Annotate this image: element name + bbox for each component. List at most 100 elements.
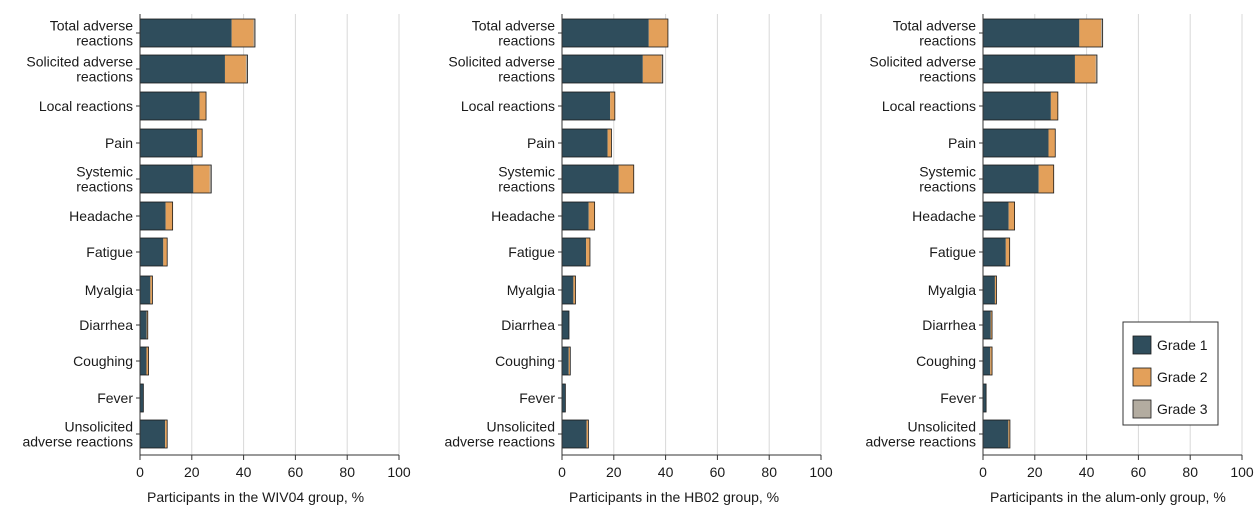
bar-segment-grade-1 (562, 92, 611, 120)
x-axis-title: Participants in the alum-only group, % (990, 489, 1226, 505)
bar-segment-grade-1 (562, 276, 574, 304)
bar-segment-grade-2 (994, 276, 997, 304)
bar-segment-grade-3 (661, 55, 663, 83)
bar-segment-grade-1 (140, 19, 232, 47)
bar-segment-grade-2 (196, 129, 203, 157)
category-label: Fatigue (86, 244, 133, 260)
category-label: Unsolicited adverse reactions (444, 419, 555, 450)
category-label: Pain (527, 135, 555, 151)
bar-segment-grade-2 (1074, 55, 1096, 83)
bar-segment-grade-2 (586, 238, 590, 266)
x-tick-label: 0 (558, 464, 566, 480)
x-tick-label: 0 (136, 464, 144, 480)
bar-segment-grade-2 (199, 92, 207, 120)
bar-segment-grade-1 (140, 311, 147, 339)
x-tick-label: 20 (184, 464, 200, 480)
bar-segment-grade-2 (1005, 238, 1010, 266)
bar-segment-grade-1 (983, 202, 1009, 230)
category-label: Local reactions (461, 98, 555, 114)
chart-panel-2: Total adverse reactions Solicited adverse r… (444, 14, 833, 505)
category-label: Solicited adverse reactions (448, 54, 555, 85)
bar-segment-grade-1 (562, 420, 587, 448)
bar-segment-grade-1 (140, 384, 144, 412)
x-tick-label: 80 (761, 464, 777, 480)
category-label: Fever (97, 390, 133, 406)
bar-segment-grade-1 (983, 347, 991, 375)
category-label: Headache (491, 208, 555, 224)
bar-segment-grade-1 (562, 202, 589, 230)
x-tick-label: 100 (387, 464, 411, 480)
bar-segment-grade-1 (140, 55, 225, 83)
bar-segment-grade-1 (562, 311, 569, 339)
x-axis-title: Participants in the HB02 group, % (569, 489, 779, 505)
category-label: Fatigue (929, 244, 976, 260)
bar-segment-grade-1 (562, 55, 643, 83)
bar-segment-grade-3 (1095, 55, 1097, 83)
bar-segment-grade-1 (562, 384, 566, 412)
bar-segment-grade-3 (253, 19, 255, 47)
category-label: Diarrhea (79, 317, 133, 333)
legend-label: Grade 2 (1157, 369, 1208, 385)
bar-segment-grade-2 (990, 347, 993, 375)
legend-label: Grade 3 (1157, 401, 1208, 417)
x-tick-label: 40 (658, 464, 674, 480)
bar-segment-grade-1 (983, 384, 987, 412)
bar-segment-grade-3 (1101, 19, 1103, 47)
bar-segment-grade-1 (562, 129, 608, 157)
category-label: Pain (948, 135, 976, 151)
bar-segment-grade-1 (140, 420, 166, 448)
bar-segment-grade-2 (146, 311, 148, 339)
category-label: Headache (69, 208, 133, 224)
bar-segment-grade-1 (140, 129, 197, 157)
bar-segment-grade-2 (231, 19, 254, 47)
x-tick-label: 20 (606, 464, 622, 480)
bar-segment-grade-1 (562, 238, 587, 266)
bar-segment-grade-2 (990, 311, 993, 339)
bar-segment-grade-2 (573, 276, 576, 304)
legend-swatch (1132, 399, 1152, 419)
legend: Grade 1 Grade 2 Grade 3 (1122, 321, 1219, 426)
bar-segment-grade-1 (983, 55, 1075, 83)
chart-panel-3: Total adverse reactions Solicited adverse r… (865, 14, 1254, 505)
category-label: Total adverse reactions (472, 18, 555, 49)
x-tick-label: 20 (1027, 464, 1043, 480)
x-tick-label: 100 (809, 464, 833, 480)
chart-panels: Total adverse reactions Solicited adverse r… (22, 14, 1254, 505)
bar-segment-grade-1 (140, 92, 200, 120)
bar-segment-grade-1 (983, 420, 1009, 448)
bar-segment-grade-2 (1008, 420, 1010, 448)
bar-segment-grade-2 (607, 129, 612, 157)
bar-segment-grade-2 (610, 92, 615, 120)
category-label: Local reactions (39, 98, 133, 114)
category-label: Pain (105, 135, 133, 151)
category-label: Systemic reactions (76, 164, 133, 195)
bar-segment-grade-1 (983, 92, 1051, 120)
x-tick-label: 60 (288, 464, 304, 480)
bar-segment-grade-2 (1008, 202, 1015, 230)
x-tick-label: 40 (1079, 464, 1095, 480)
bar-segment-grade-1 (983, 238, 1006, 266)
category-label: Myalgia (507, 282, 555, 298)
bar-segment-grade-1 (983, 311, 991, 339)
bar-segment-grade-2 (1079, 19, 1102, 47)
bar-segment-grade-2 (165, 420, 168, 448)
category-label: Coughing (73, 353, 133, 369)
category-label: Unsolicited adverse reactions (22, 419, 133, 450)
category-label: Fever (940, 390, 976, 406)
bar-segment-grade-2 (588, 202, 595, 230)
category-label: Unsolicited adverse reactions (865, 419, 976, 450)
bar-segment-grade-2 (224, 55, 246, 83)
x-tick-label: 80 (1182, 464, 1198, 480)
category-label: Total adverse reactions (893, 18, 976, 49)
bar-segment-grade-2 (586, 420, 589, 448)
bar-segment-grade-1 (983, 19, 1080, 47)
category-label: Diarrhea (922, 317, 976, 333)
bar-segment-grade-1 (983, 129, 1049, 157)
category-label: Headache (912, 208, 976, 224)
bar-segment-grade-2 (1048, 129, 1056, 157)
bar-segment-grade-2 (1050, 92, 1058, 120)
category-label: Total adverse reactions (50, 18, 133, 49)
bar-segment-grade-2 (618, 165, 634, 193)
